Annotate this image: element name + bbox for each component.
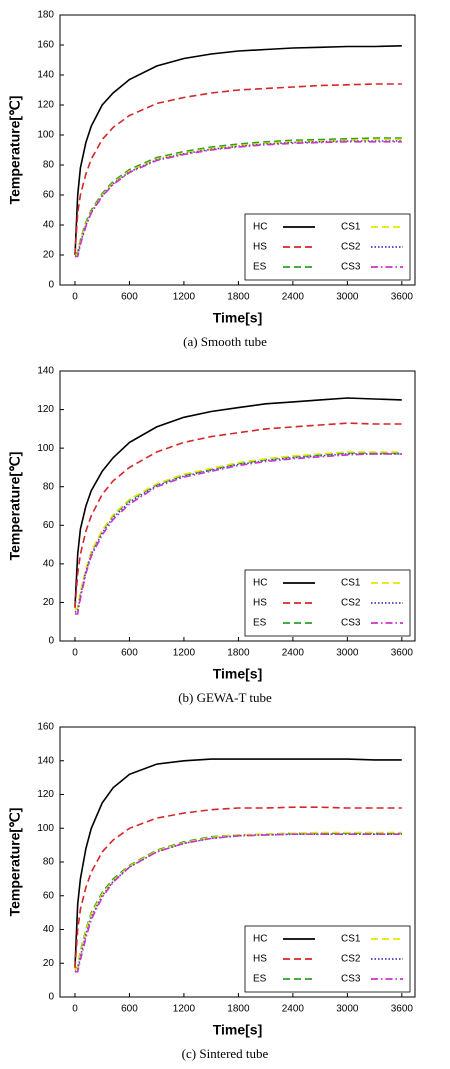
y-axis-title: Temperature[℃] bbox=[7, 452, 23, 561]
series-line bbox=[75, 141, 402, 258]
y-tick-label: 120 bbox=[37, 404, 54, 415]
legend-label: CS1 bbox=[341, 578, 361, 589]
series-line bbox=[74, 422, 402, 609]
legend-label: CS2 bbox=[341, 242, 361, 253]
x-tick-label: 2400 bbox=[282, 292, 305, 303]
y-tick-label: 140 bbox=[37, 366, 54, 377]
x-tick-label: 3000 bbox=[336, 648, 359, 659]
chart: 0 20 40 60 80 100 120 140 0 600 1200 1800 2400 3000 36… bbox=[7, 366, 416, 705]
legend-label: HC bbox=[253, 222, 267, 233]
legend-label: HS bbox=[253, 598, 267, 609]
series-line bbox=[74, 397, 402, 607]
x-tick-label: 1800 bbox=[227, 1004, 250, 1015]
y-tick-label: 40 bbox=[43, 558, 55, 569]
y-tick-label: 80 bbox=[43, 481, 55, 492]
legend-label: CS3 bbox=[341, 262, 361, 273]
plot-frame bbox=[59, 14, 416, 286]
x-axis-title: Time[s] bbox=[213, 310, 263, 326]
legend-label: HS bbox=[253, 242, 267, 253]
y-tick-label: 20 bbox=[43, 958, 55, 969]
x-axis-title: Time[s] bbox=[213, 1022, 263, 1038]
y-tick-label: 120 bbox=[37, 789, 54, 800]
x-axis-title: Time[s] bbox=[213, 666, 263, 682]
x-tick-label: 600 bbox=[121, 292, 138, 303]
legend-label: CS2 bbox=[341, 954, 361, 965]
y-tick-label: 100 bbox=[37, 130, 54, 141]
x-tick-label: 1200 bbox=[173, 1004, 196, 1015]
x-tick-label: 600 bbox=[121, 648, 138, 659]
y-tick-label: 0 bbox=[48, 280, 54, 291]
y-tick-label: 20 bbox=[43, 597, 55, 608]
legend-label: ES bbox=[253, 618, 267, 629]
caption: (a) Smooth tube bbox=[183, 334, 267, 349]
series-line bbox=[74, 831, 402, 971]
y-tick-label: 80 bbox=[43, 857, 55, 868]
legend-label: CS1 bbox=[341, 934, 361, 945]
y-tick-label: 0 bbox=[48, 992, 54, 1003]
series-line bbox=[74, 758, 402, 967]
x-tick-label: 600 bbox=[121, 1004, 138, 1015]
series-line bbox=[75, 833, 402, 973]
legend-label: HS bbox=[253, 954, 267, 965]
y-tick-label: 100 bbox=[37, 823, 54, 834]
y-tick-label: 80 bbox=[43, 160, 55, 171]
series-line bbox=[75, 453, 402, 615]
y-tick-label: 60 bbox=[43, 890, 55, 901]
chart: 0 20 40 60 80 100 120 140 160 0 600 1200 1800 2400 300… bbox=[7, 722, 416, 1061]
x-tick-label: 3600 bbox=[391, 1004, 414, 1015]
y-tick-label: 100 bbox=[37, 443, 54, 454]
x-tick-label: 2400 bbox=[282, 648, 305, 659]
x-tick-label: 1200 bbox=[173, 292, 196, 303]
x-tick-label: 2400 bbox=[282, 1004, 305, 1015]
x-tick-label: 0 bbox=[72, 292, 78, 303]
y-tick-label: 60 bbox=[43, 190, 55, 201]
series-line bbox=[74, 137, 402, 256]
legend-label: HC bbox=[253, 578, 267, 589]
plot-frame bbox=[59, 370, 416, 642]
x-tick-label: 0 bbox=[72, 648, 78, 659]
caption: (b) GEWA-T tube bbox=[178, 690, 272, 705]
x-tick-label: 1200 bbox=[173, 648, 196, 659]
x-tick-label: 0 bbox=[72, 1004, 78, 1015]
series-line bbox=[74, 453, 402, 613]
legend-label: CS1 bbox=[341, 222, 361, 233]
y-axis-title: Temperature[℃] bbox=[7, 808, 23, 917]
series-line bbox=[74, 806, 402, 969]
legend-label: CS3 bbox=[341, 974, 361, 985]
y-tick-label: 60 bbox=[43, 520, 55, 531]
y-tick-label: 180 bbox=[37, 10, 54, 21]
x-tick-label: 3600 bbox=[391, 648, 414, 659]
y-tick-label: 160 bbox=[37, 40, 54, 51]
legend-label: ES bbox=[253, 262, 267, 273]
x-tick-label: 3000 bbox=[336, 1004, 359, 1015]
y-tick-label: 40 bbox=[43, 220, 55, 231]
y-axis-title: Temperature[℃] bbox=[7, 96, 23, 205]
y-tick-label: 160 bbox=[37, 722, 54, 733]
legend-label: CS3 bbox=[341, 618, 361, 629]
y-tick-label: 0 bbox=[48, 636, 54, 647]
caption: (c) Sintered tube bbox=[182, 1046, 269, 1061]
x-tick-label: 3600 bbox=[391, 292, 414, 303]
y-tick-label: 120 bbox=[37, 100, 54, 111]
y-tick-label: 40 bbox=[43, 924, 55, 935]
x-tick-label: 3000 bbox=[336, 292, 359, 303]
x-tick-label: 1800 bbox=[227, 648, 250, 659]
series-line bbox=[74, 45, 402, 256]
y-tick-label: 140 bbox=[37, 70, 54, 81]
legend-label: CS2 bbox=[341, 598, 361, 609]
legend-label: ES bbox=[253, 974, 267, 985]
y-tick-label: 20 bbox=[43, 250, 55, 261]
legend-label: HC bbox=[253, 934, 267, 945]
y-tick-label: 140 bbox=[37, 755, 54, 766]
series-line bbox=[74, 83, 402, 256]
x-tick-label: 1800 bbox=[227, 292, 250, 303]
